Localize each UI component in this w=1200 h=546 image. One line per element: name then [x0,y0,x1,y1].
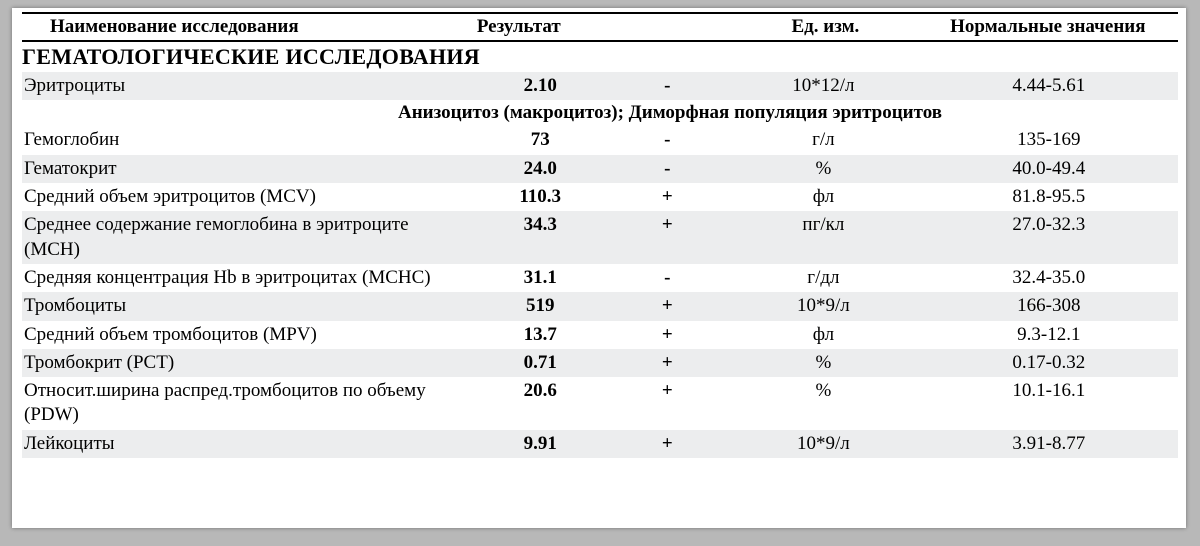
test-normal: 81.8-95.5 [924,183,1178,211]
test-normal: 135-169 [924,126,1178,154]
test-result: 31.1 [473,264,612,292]
test-unit: % [727,349,924,377]
test-normal: 9.3-12.1 [924,321,1178,349]
test-result: 24.0 [473,155,612,183]
test-normal: 3.91-8.77 [924,430,1178,458]
test-normal: 166-308 [924,292,1178,320]
test-normal: 4.44-5.61 [924,72,1178,100]
test-normal: 10.1-16.1 [924,377,1178,430]
test-normal: 27.0-32.3 [924,211,1178,264]
test-result: 110.3 [473,183,612,211]
morphology-note-row: Анизоцитоз (макроцитоз); Диморфная попул… [22,100,1178,126]
test-name: Средняя концентрация Hb в эритроцитах (M… [22,264,473,292]
test-normal: 0.17-0.32 [924,349,1178,377]
section-title-row: ГЕМАТОЛОГИЧЕСКИЕ ИССЛЕДОВАНИЯ [22,41,1178,72]
test-flag: - [612,72,728,100]
test-result: 20.6 [473,377,612,430]
col-header-flag [612,13,728,41]
test-result: 9.91 [473,430,612,458]
test-flag: - [612,155,728,183]
test-normal: 40.0-49.4 [924,155,1178,183]
test-result: 73 [473,126,612,154]
col-header-result: Результат [473,13,612,41]
test-flag: + [612,211,728,264]
test-unit: г/л [727,126,924,154]
test-unit: пг/кл [727,211,924,264]
test-flag: + [612,349,728,377]
test-flag: + [612,430,728,458]
table-row: Гемоглобин73-г/л135-169 [22,126,1178,154]
section-title: ГЕМАТОЛОГИЧЕСКИЕ ИССЛЕДОВАНИЯ [22,41,1178,72]
test-unit: фл [727,183,924,211]
table-row: Средний объем тромбоцитов (MPV)13.7+фл9.… [22,321,1178,349]
test-name: Относит.ширина распред.тромбоцитов по об… [22,377,473,430]
test-unit: г/дл [727,264,924,292]
test-name: Лейкоциты [22,430,473,458]
test-flag: + [612,292,728,320]
test-flag: - [612,126,728,154]
test-unit: 10*12/л [727,72,924,100]
document-page: Наименование исследованияРезультат Ед. из… [12,8,1186,528]
test-name: Средний объем эритроцитов (MCV) [22,183,473,211]
test-name: Среднее содержание гемоглобина в эритроц… [22,211,473,264]
test-unit: фл [727,321,924,349]
test-name: Гемоглобин [22,126,473,154]
test-name: Эритроциты [22,72,473,100]
col-header-name: Наименование исследования [22,13,473,41]
table-row: Относит.ширина распред.тромбоцитов по об… [22,377,1178,430]
test-name: Гематокрит [22,155,473,183]
test-name: Средний объем тромбоцитов (MPV) [22,321,473,349]
table-row: Тромбокрит (PCT)0.71+%0.17-0.32 [22,349,1178,377]
test-name: Тромбокрит (PCT) [22,349,473,377]
test-result: 34.3 [473,211,612,264]
test-flag: + [612,377,728,430]
test-result: 2.10 [473,72,612,100]
table-row: Тромбоциты519+10*9/л166-308 [22,292,1178,320]
table-row: Эритроциты2.10-10*12/л4.44-5.61 [22,72,1178,100]
table-row: Средняя концентрация Hb в эритроцитах (M… [22,264,1178,292]
table-row: Гематокрит24.0-%40.0-49.4 [22,155,1178,183]
test-flag: - [612,264,728,292]
test-flag: + [612,183,728,211]
test-result: 519 [473,292,612,320]
table-row: Среднее содержание гемоглобина в эритроц… [22,211,1178,264]
table-row: Лейкоциты9.91+10*9/л3.91-8.77 [22,430,1178,458]
test-result: 0.71 [473,349,612,377]
test-result: 13.7 [473,321,612,349]
test-unit: 10*9/л [727,292,924,320]
table-header-row: Наименование исследованияРезультат Ед. из… [22,13,1178,41]
test-unit: % [727,377,924,430]
test-name: Тромбоциты [22,292,473,320]
col-header-unit: Ед. изм. [727,13,924,41]
table-row: Средний объем эритроцитов (MCV)110.3+фл8… [22,183,1178,211]
test-normal: 32.4-35.0 [924,264,1178,292]
lab-results-table: Наименование исследованияРезультат Ед. из… [22,12,1178,458]
test-flag: + [612,321,728,349]
morphology-note: Анизоцитоз (макроцитоз); Диморфная попул… [22,100,1178,126]
test-unit: % [727,155,924,183]
test-unit: 10*9/л [727,430,924,458]
col-header-normal: Нормальные значения [924,13,1178,41]
